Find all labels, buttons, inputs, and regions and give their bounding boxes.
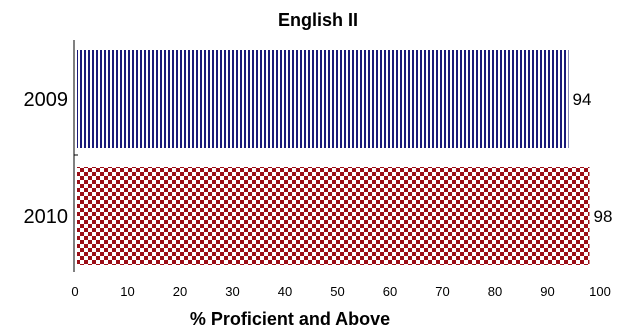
bar-2009	[77, 50, 569, 148]
x-tick-label-20: 20	[173, 284, 187, 299]
chart-title: English II	[278, 10, 358, 30]
x-tick-label-10: 10	[120, 284, 134, 299]
x-tick-label-90: 90	[540, 284, 554, 299]
x-tick-label-60: 60	[383, 284, 397, 299]
x-tick-label-40: 40	[278, 284, 292, 299]
x-tick-label-80: 80	[488, 284, 502, 299]
bar-2010	[77, 167, 590, 265]
x-tick-label-50: 50	[330, 284, 344, 299]
category-label-2010: 2010	[24, 206, 69, 228]
data-label-2010: 98	[594, 207, 613, 226]
x-tick-label-30: 30	[225, 284, 239, 299]
x-axis-label: % Proficient and Above	[190, 309, 390, 329]
x-ticks-group: 0 10 20 30 40 50 60 70 80 90 100	[71, 284, 610, 299]
x-tick-label-0: 0	[71, 284, 78, 299]
category-label-2009: 2009	[24, 89, 69, 111]
x-tick-label-70: 70	[435, 284, 449, 299]
bars-group: 2009 94 2010 98	[24, 50, 613, 265]
data-label-2009: 94	[573, 90, 592, 109]
x-tick-label-100: 100	[589, 284, 611, 299]
